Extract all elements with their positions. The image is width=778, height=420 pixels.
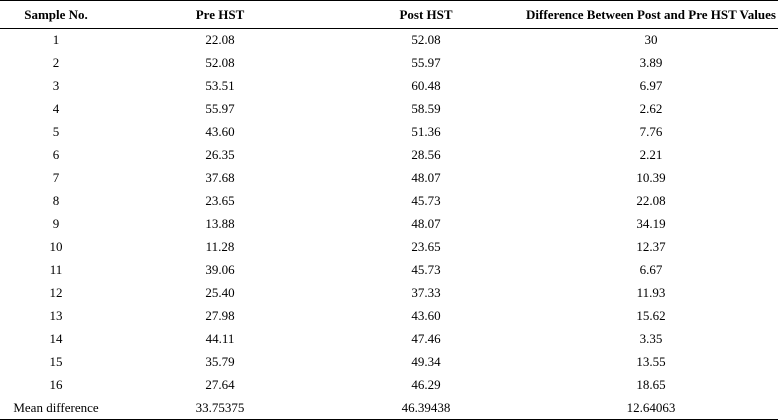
cell-sample-no: 8 <box>52 193 60 208</box>
cell-difference: 11.93 <box>636 285 666 300</box>
header-difference: Difference Between Post and Pre HST Valu… <box>524 0 778 29</box>
cell-pre-hst: 22.08 <box>205 32 235 48</box>
cell-difference: 18.65 <box>636 377 666 392</box>
cell-post-hst: 45.73 <box>411 193 441 208</box>
cell-pre-hst: 39.06 <box>205 262 235 277</box>
cell-post-hst: 37.33 <box>411 285 441 300</box>
cell-difference: 13.55 <box>636 354 666 369</box>
cell-pre-hst: 44.11 <box>205 331 235 346</box>
cell-post-hst: 47.46 <box>411 331 441 346</box>
cell-difference: 12.37 <box>636 239 666 254</box>
table-row: 14 44.11 47.46 3.35 <box>0 328 778 351</box>
table-row: 1 22.08 52.08 30 <box>0 29 778 52</box>
table-row: 7 37.68 48.07 10.39 <box>0 167 778 190</box>
header-post-hst: Post HST <box>328 0 524 29</box>
cell-post-hst: 46.29 <box>411 377 441 392</box>
cell-post-hst: 48.07 <box>411 170 441 185</box>
cell-difference: 30 <box>644 32 658 48</box>
table-row: 10 11.28 23.65 12.37 <box>0 236 778 259</box>
header-row: Sample No. Pre HST Post HST Difference B… <box>0 0 778 29</box>
cell-post-hst: 58.59 <box>411 101 441 116</box>
cell-sample-no: 2 <box>52 55 60 70</box>
cell-sample-no: 6 <box>52 147 60 162</box>
cell-pre-hst: 27.64 <box>205 377 235 392</box>
cell-post-hst: 28.56 <box>411 147 441 162</box>
cell-difference: 2.21 <box>639 147 663 162</box>
cell-pre-hst: 52.08 <box>205 55 235 70</box>
cell-post-hst: 48.07 <box>411 216 441 231</box>
cell-sample-no: 13 <box>49 308 63 323</box>
cell-post-hst: 55.97 <box>411 55 441 70</box>
cell-post-hst: 51.36 <box>411 124 441 139</box>
table-row: 16 27.64 46.29 18.65 <box>0 374 778 397</box>
cell-sample-no: 9 <box>52 216 60 231</box>
table-row: 11 39.06 45.73 6.67 <box>0 259 778 282</box>
table-row: 9 13.88 48.07 34.19 <box>0 213 778 236</box>
cell-pre-hst: 55.97 <box>205 101 235 116</box>
cell-sample-no: 16 <box>49 377 63 392</box>
cell-pre-hst: 26.35 <box>205 147 235 162</box>
table-row: 12 25.40 37.33 11.93 <box>0 282 778 305</box>
cell-sample-no: 12 <box>49 285 63 300</box>
cell-pre-hst: 35.79 <box>205 354 235 369</box>
cell-sample-no: 15 <box>49 354 63 369</box>
mean-difference-row: Mean difference 33.75375 46.39438 12.64063 <box>0 396 778 420</box>
cell-sample-no: 5 <box>52 124 60 139</box>
table-row: 4 55.97 58.59 2.62 <box>0 98 778 121</box>
cell-pre-hst: 25.40 <box>205 285 235 300</box>
cell-sample-no: 3 <box>52 78 60 93</box>
cell-pre-hst: 37.68 <box>205 170 235 185</box>
cell-difference: 22.08 <box>636 193 666 208</box>
cell-difference: 7.76 <box>639 124 663 139</box>
cell-difference: 34.19 <box>636 216 666 231</box>
cell-difference: 12.64063 <box>524 396 778 420</box>
cell-sample-no: 11 <box>49 262 63 277</box>
cell-sample-no: 7 <box>52 170 60 185</box>
cell-pre-hst: 27.98 <box>205 308 235 323</box>
cell-difference: 3.89 <box>639 55 663 70</box>
table-row: 8 23.65 45.73 22.08 <box>0 190 778 213</box>
cell-pre-hst: 33.75375 <box>112 396 328 420</box>
header-pre-hst: Pre HST <box>112 0 328 29</box>
table-row: 15 35.79 49.34 13.55 <box>0 351 778 374</box>
header-sample-no: Sample No. <box>0 0 112 29</box>
table-row: 3 53.51 60.48 6.97 <box>0 75 778 98</box>
cell-post-hst: 49.34 <box>411 354 441 369</box>
cell-difference: 6.97 <box>639 78 663 93</box>
cell-post-hst: 43.60 <box>411 308 441 323</box>
table-header: Sample No. Pre HST Post HST Difference B… <box>0 0 778 29</box>
cell-post-hst: 52.08 <box>411 32 441 48</box>
cell-sample-no: Mean difference <box>0 396 112 420</box>
cell-difference: 15.62 <box>636 308 666 323</box>
cell-post-hst: 46.39438 <box>328 396 524 420</box>
cell-post-hst: 45.73 <box>411 262 441 277</box>
table-row: 2 52.08 55.97 3.89 <box>0 52 778 75</box>
cell-difference: 6.67 <box>639 262 663 277</box>
cell-pre-hst: 11.28 <box>205 239 235 254</box>
cell-sample-no: 1 <box>52 32 60 48</box>
cell-difference: 10.39 <box>636 170 666 185</box>
cell-pre-hst: 13.88 <box>205 216 235 231</box>
cell-sample-no: 14 <box>49 331 63 346</box>
cell-difference: 3.35 <box>639 331 663 346</box>
table-row: 5 43.60 51.36 7.76 <box>0 121 778 144</box>
cell-pre-hst: 43.60 <box>205 124 235 139</box>
cell-difference: 2.62 <box>639 101 663 116</box>
cell-post-hst: 60.48 <box>411 78 441 93</box>
table-row: 13 27.98 43.60 15.62 <box>0 305 778 328</box>
cell-sample-no: 4 <box>52 101 60 116</box>
cell-pre-hst: 53.51 <box>205 78 235 93</box>
table-body: 1 22.08 52.08 30 2 52.08 55.97 3.89 3 53.51 60.48 6… <box>0 29 778 420</box>
table-row: 6 26.35 28.56 2.21 <box>0 144 778 167</box>
cell-post-hst: 23.65 <box>411 239 441 254</box>
cell-sample-no: 10 <box>49 239 63 254</box>
cell-pre-hst: 23.65 <box>205 193 235 208</box>
